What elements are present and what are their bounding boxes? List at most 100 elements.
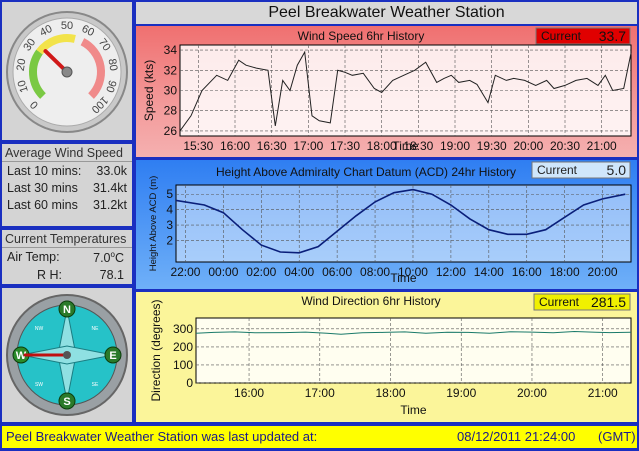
gauge-tick-label: 70 [96, 36, 113, 53]
station-title: Peel Breakwater Weather Station [136, 2, 637, 24]
x-tick-label: 19:30 [477, 139, 507, 153]
footer-bar: Peel Breakwater Weather Station was last… [2, 426, 637, 448]
compass-cardinal-marker [58, 392, 76, 410]
gauge-tick-label: 10 [16, 79, 31, 94]
compass-intercardinal-label: NW [35, 326, 44, 332]
y-tick-label: 5 [166, 187, 173, 201]
x-tick-label: 17:00 [293, 139, 323, 153]
series-line [179, 50, 632, 132]
compass-intercardinal-label: SW [35, 382, 43, 388]
current-value: 33.7 [599, 28, 626, 44]
rh-label: R H: [37, 268, 62, 283]
x-tick-label: 08:00 [360, 265, 390, 279]
chart-title: Wind Direction 6hr History [301, 294, 440, 308]
x-tick-label: 16:00 [220, 139, 250, 153]
tide-height-panel: Height Above Admiralty Chart Datum (ACD)… [136, 160, 637, 289]
temperatures-title: Current Temperatures [2, 230, 132, 248]
x-tick-label: 18:00 [367, 139, 397, 153]
air-temp-unit: C [114, 251, 124, 266]
x-tick-label: 18:00 [550, 265, 580, 279]
y-axis-label: Speed (kts) [142, 60, 156, 121]
gauge-tick-label: 30 [21, 36, 38, 53]
rh-value: 78.1 [99, 268, 124, 283]
current-reading-box: Current 281.5 [533, 293, 631, 311]
compass-cardinal-label: S [63, 396, 70, 408]
gauge-yellow-band [36, 34, 76, 55]
x-tick-label: 20:00 [513, 139, 543, 153]
x-tick-label: 21:00 [587, 139, 617, 153]
footer-message: Peel Breakwater Weather Station was last… [6, 429, 318, 444]
x-tick-label: 18:00 [375, 386, 405, 400]
current-box-bg [533, 293, 631, 311]
y-tick-label: 30 [164, 84, 178, 98]
current-value: 281.5 [591, 294, 626, 310]
y-tick-label: 0 [186, 376, 193, 390]
x-tick-label: 20:00 [517, 386, 547, 400]
avg-row-30: Last 30 mins 31.4kt [2, 179, 132, 196]
tide-height-chart: Height Above Admiralty Chart Datum (ACD)… [148, 161, 632, 285]
air-temp-row: Air Temp: 7.0oC [2, 248, 132, 266]
degree-symbol: o [110, 250, 115, 259]
avg-60-label: Last 60 mins [7, 198, 78, 212]
speed-gauge-panel: 0 10 20 30 40 50 60 70 80 90 100 [2, 2, 132, 140]
series-line [175, 188, 626, 254]
gauge-tick-label: 90 [103, 79, 118, 94]
series-line [195, 330, 632, 335]
gauge-green-band [29, 49, 46, 99]
current-reading-box: Current 33.7 [535, 27, 631, 45]
current-value: 5.0 [607, 162, 627, 178]
average-wind-title: Average Wind Speed [2, 144, 132, 162]
current-label: Current [537, 163, 578, 177]
y-tick-label: 100 [173, 358, 193, 372]
wind-direction-chart: Wind Direction 6hr History Current 281.5 0 1… [149, 293, 632, 417]
gauge-tick-label: 60 [80, 23, 96, 39]
y-tick-label: 28 [164, 104, 178, 118]
gauge-tick-label: 50 [61, 20, 73, 32]
x-tick-label: 20:30 [550, 139, 580, 153]
air-temp-value: 7.0 [93, 251, 111, 266]
gauge-tick-label: 80 [106, 58, 120, 72]
compass-intercardinal-label: NE [92, 326, 100, 332]
x-tick-label: 10:00 [398, 265, 428, 279]
compass-panel: N E S W NE SE SW NW [2, 288, 132, 422]
avg-10-value: 33.0k [96, 164, 127, 178]
air-temp-label: Air Temp: [7, 250, 60, 264]
wind-speed-panel: Wind Speed 6hr History Current 33.7 26 28 30 3… [136, 26, 637, 157]
x-axis-label: Time [400, 403, 427, 417]
x-tick-label: 14:00 [474, 265, 504, 279]
x-tick-label: 16:30 [257, 139, 287, 153]
x-axis-label: Time [392, 139, 419, 153]
x-tick-label: 20:00 [588, 265, 618, 279]
temperatures-panel: Current Temperatures Air Temp: 7.0oC R H… [2, 230, 132, 284]
y-axis-label: Height Above ACD (m) [148, 176, 159, 272]
y-tick-label: 2 [166, 233, 173, 247]
x-tick-label: 22:00 [170, 265, 200, 279]
y-tick-label: 300 [173, 322, 193, 336]
avg-30-label: Last 30 mins [7, 181, 78, 195]
x-axis-label: Time [390, 271, 417, 285]
avg-60-value: 31.2kt [92, 198, 127, 212]
x-tick-label: 19:00 [440, 139, 470, 153]
x-tick-label: 04:00 [284, 265, 314, 279]
compass-cardinal-label: E [109, 350, 116, 362]
compass-intercardinal-label: SE [92, 382, 99, 388]
rh-row: R H: 78.1 [2, 266, 132, 283]
y-tick-label: 26 [164, 124, 178, 138]
y-tick-label: 200 [173, 340, 193, 354]
current-box-bg [531, 161, 631, 179]
y-tick-label: 3 [166, 218, 173, 232]
y-tick-label: 32 [164, 63, 178, 77]
x-tick-label: 17:30 [330, 139, 360, 153]
chart-title: Wind Speed 6hr History [298, 29, 425, 43]
compass-cardinal-marker [58, 300, 76, 318]
x-tick-label: 06:00 [322, 265, 352, 279]
gauge-red-band [80, 38, 105, 99]
plot-area [175, 184, 632, 263]
current-label: Current [539, 295, 580, 309]
avg-row-10: Last 10 mins: 33.0k [2, 162, 132, 179]
compass-cardinal-marker [104, 346, 122, 364]
current-box-bg [535, 27, 631, 45]
gauge-hub [61, 66, 73, 78]
